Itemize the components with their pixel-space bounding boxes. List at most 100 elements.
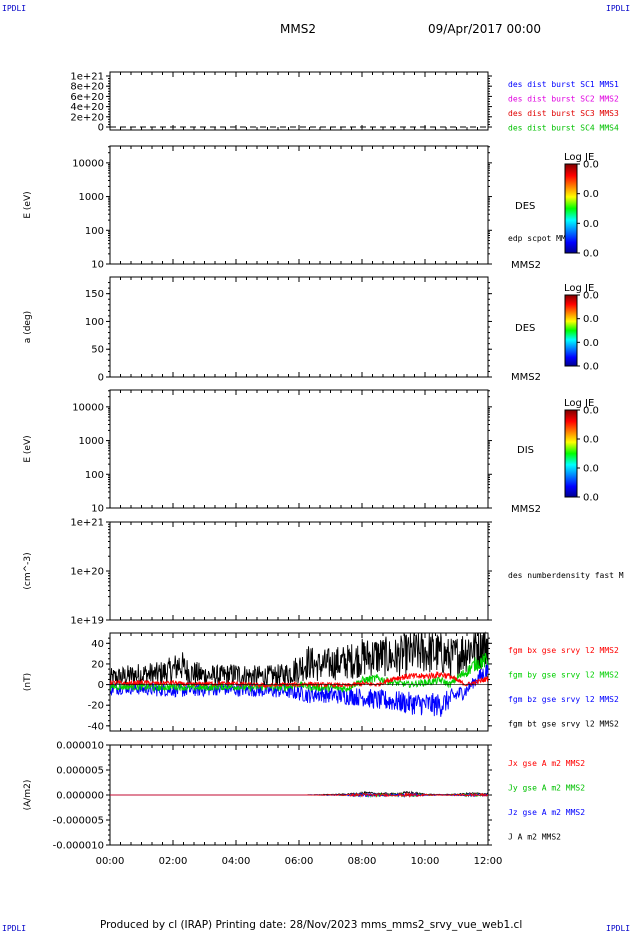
legend-fgm-4: fgm bt gse srvy l2 MMS2 [508, 720, 619, 729]
legend-burst-1: des dist burst SC1 MMS1 [508, 80, 619, 89]
legend-burst-3: des dist burst SC3 MMS3 [508, 109, 619, 118]
ylabel-dis-energy: E (eV) [23, 435, 33, 462]
y-tick-label: 40 [91, 639, 104, 650]
y-tick-label: 0 [98, 123, 104, 134]
panel-frame-3 [109, 389, 489, 509]
legend-fgm-3: fgm bz gse srvy l2 MMS2 [508, 695, 619, 704]
colorbar-tick-label: 0.0 [583, 219, 599, 230]
ylabel-des-energy: E (eV) [23, 191, 33, 218]
corner-label-top-left: IPDLI [2, 4, 27, 13]
y-tick-label: 50 [91, 345, 104, 356]
colorbar [564, 409, 578, 498]
y-tick-label: 4e+20 [70, 102, 104, 113]
series-current-jx [110, 791, 489, 798]
panel-label-des-pitch: DES [515, 323, 535, 334]
panel-label-des: DES [515, 201, 535, 212]
y-tick-label: 1e+21 [70, 518, 104, 529]
y-tick-label: 6e+20 [70, 92, 104, 103]
x-tick-label: 10:00 [411, 856, 440, 867]
y-tick-label: 1000 [79, 192, 104, 203]
y-tick-label: 1000 [79, 436, 104, 447]
legend-fgm-2: fgm by gse srvy l2 MMS2 [508, 671, 619, 680]
spacecraft-title: MMS2 [280, 22, 316, 36]
y-tick-label: 0 [98, 373, 104, 384]
colorbar-tick-label: 0.0 [583, 435, 599, 446]
legend-density: des numberdensity fast M [508, 571, 624, 580]
x-tick-label: 08:00 [348, 856, 377, 867]
x-tick-label: 00:00 [96, 856, 125, 867]
corner-label-bottom-left: IPDLI [2, 924, 27, 933]
y-tick-label: 0.000010 [56, 741, 104, 752]
ylabel-density: (cm^-3) [23, 552, 33, 589]
y-tick-label: 1e+20 [70, 567, 104, 578]
colorbar-tick-label: 0.0 [583, 338, 599, 349]
panel-frame-0 [109, 71, 489, 131]
y-tick-label: 8e+20 [70, 82, 104, 93]
legend-current-4: J A m2 MMS2 [508, 833, 561, 842]
colorbar-tick-label: 0.0 [583, 160, 599, 171]
panel-frame-2 [109, 276, 489, 378]
series-fgm-bx [109, 671, 489, 689]
corner-label-top-right: IPDLI [606, 4, 630, 13]
panel-spacecraft-label: MMS2 [511, 372, 541, 383]
panel-spacecraft-label: MMS2 [511, 504, 541, 515]
ylabel-magnetic-field: (nT) [23, 673, 33, 691]
y-tick-label: 100 [85, 470, 104, 481]
colorbar-title: Log JE [564, 152, 594, 163]
panel-label-dis: DIS [517, 445, 534, 456]
corner-label-bottom-right: IPDLI [606, 924, 630, 933]
y-tick-label: 10000 [72, 158, 104, 169]
y-tick-label: 0.000000 [56, 791, 104, 802]
series-fgm-bt [109, 631, 489, 688]
y-tick-label: -0.000005 [53, 816, 104, 827]
y-tick-label: 1e+21 [70, 72, 104, 83]
legend-burst-2: des dist burst SC2 MMS2 [508, 95, 619, 104]
legend-burst-4: des dist burst SC4 MMS4 [508, 124, 619, 133]
y-tick-label: 100 [85, 317, 104, 328]
y-tick-label: 0 [98, 680, 104, 691]
x-tick-label: 02:00 [159, 856, 188, 867]
panel-frame-4 [109, 521, 489, 621]
colorbar-tick-label: 0.0 [583, 314, 599, 325]
y-tick-label: 0.000005 [56, 766, 104, 777]
legend-current-3: Jz gse A m2 MMS2 [508, 808, 585, 817]
y-tick-label: 100 [85, 226, 104, 237]
y-tick-label: -0.000010 [53, 841, 104, 852]
legend-edp-scpot: edp scpot MMS2 [508, 234, 576, 243]
y-tick-label: 150 [85, 289, 104, 300]
y-tick-label: -40 [88, 721, 104, 732]
legend-current-1: Jx gse A m2 MMS2 [508, 759, 585, 768]
colorbar-title: Log JE [564, 398, 594, 409]
y-tick-label: 10 [91, 504, 104, 515]
x-tick-label: 06:00 [285, 856, 314, 867]
colorbar [564, 163, 578, 254]
y-tick-label: 10 [91, 260, 104, 271]
panel-frame-1 [109, 145, 489, 265]
x-tick-label: 12:00 [474, 856, 503, 867]
series-fgm-bz [109, 663, 489, 717]
colorbar-title: Log JE [564, 283, 594, 294]
y-tick-label: 2e+20 [70, 112, 104, 123]
y-tick-label: 10000 [72, 402, 104, 413]
footer-text: Produced by cl (IRAP) Printing date: 28/… [100, 919, 523, 931]
colorbar-tick-label: 0.0 [583, 406, 599, 417]
colorbar-tick-label: 0.0 [583, 189, 599, 200]
colorbar-tick-label: 0.0 [583, 249, 599, 260]
panel-spacecraft-label: MMS2 [511, 260, 541, 271]
colorbar-tick-label: 0.0 [583, 362, 599, 373]
y-tick-label: 1e+19 [70, 616, 104, 627]
series-fgm-by [109, 652, 489, 694]
y-tick-label: 20 [91, 659, 104, 670]
legend-fgm-1: fgm bx gse srvy l2 MMS2 [508, 646, 619, 655]
x-tick-label: 04:00 [222, 856, 251, 867]
y-tick-label: -20 [88, 701, 104, 712]
colorbar [564, 294, 578, 367]
ylabel-current-density: (A/m2) [23, 780, 33, 811]
ylabel-pitch-angle: a (deg) [23, 311, 33, 343]
colorbar-tick-label: 0.0 [583, 291, 599, 302]
datetime-title: 09/Apr/2017 00:00 [428, 22, 542, 36]
colorbar-tick-label: 0.0 [583, 464, 599, 475]
colorbar-tick-label: 0.0 [583, 493, 599, 504]
legend-current-2: Jy gse A m2 MMS2 [508, 784, 585, 793]
